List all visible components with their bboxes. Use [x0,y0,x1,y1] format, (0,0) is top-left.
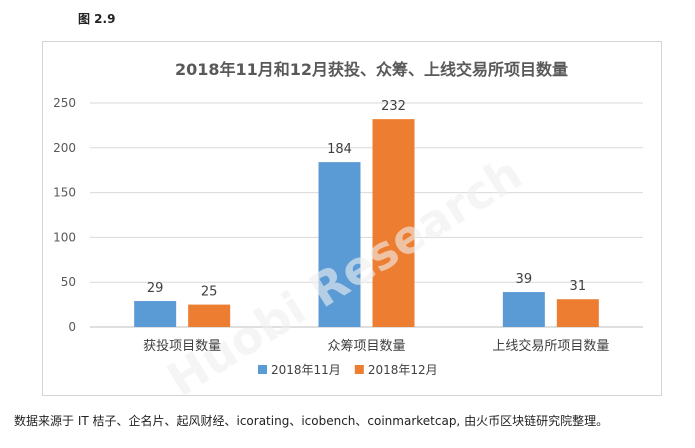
data-label: 31 [570,279,587,294]
chart-title: 2018年11月和12月获投、众筹、上线交易所项目数量 [175,60,568,79]
bar-nov [502,292,545,327]
x-tick-label: 众筹项目数量 [327,338,405,354]
y-tick-label: 150 [53,186,76,200]
x-tick-label: 获投项目数量 [143,338,221,354]
data-label: 25 [201,285,218,300]
x-tick-label: 上线交易所项目数量 [492,338,609,354]
legend-swatch-nov [258,365,267,374]
figure-label: 图 2.9 [78,12,116,26]
y-tick-label: 200 [53,141,76,155]
legend-swatch-dec [354,365,364,374]
y-tick-label: 100 [53,230,76,244]
bar-nov [134,301,177,327]
y-tick-label: 50 [61,275,76,289]
legend-label: 2018年12月 [368,363,438,377]
bar-nov [318,162,361,327]
chart-area: 2018年11月和12月获投、众筹、上线交易所项目数量 0 50 100 150 200 2… [42,41,662,396]
y-tick-label: 0 [68,320,76,334]
bar-dec [372,119,415,328]
data-label: 39 [516,272,533,287]
data-label: 232 [381,99,406,114]
source-note: 数据来源于 IT 桔子、企名片、起风财经、icorating、icobench、… [14,414,609,428]
bar-dec [556,299,599,327]
legend-label: 2018年11月 [271,363,341,377]
data-label: 184 [327,142,352,157]
bar-dec [188,304,231,327]
bar-chart: 2018年11月和12月获投、众筹、上线交易所项目数量 0 50 100 150 200 2… [53,60,643,395]
y-tick-label: 250 [53,96,76,110]
data-label: 29 [147,281,164,296]
